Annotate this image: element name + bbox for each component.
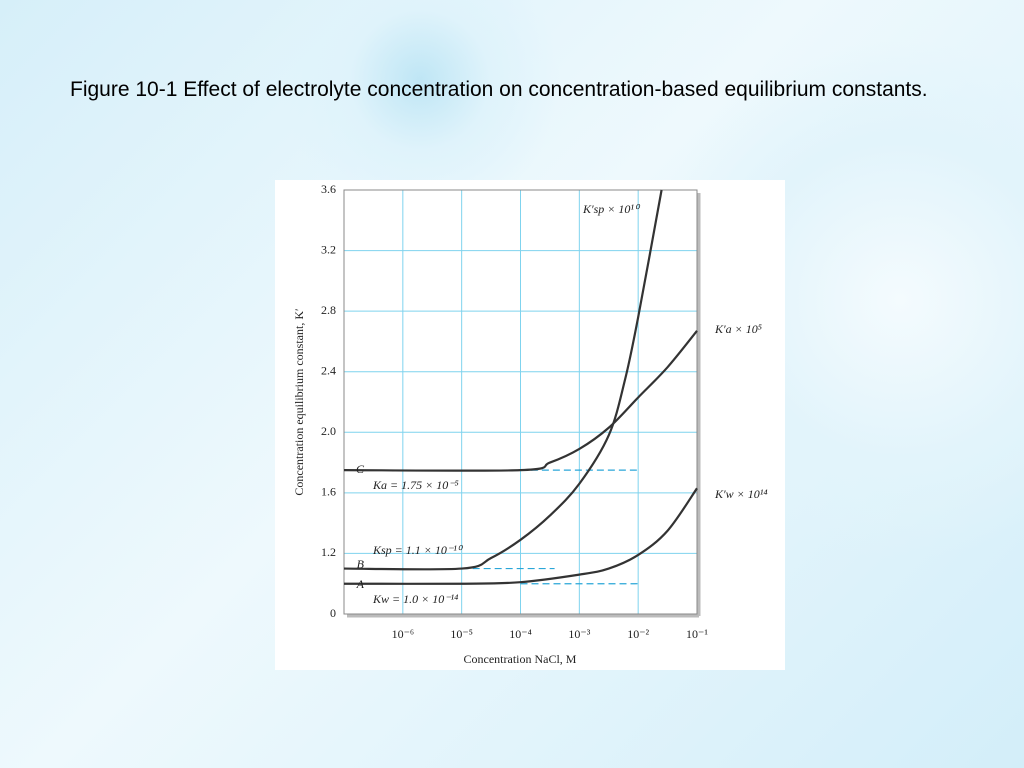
curve-letter: A (356, 577, 365, 591)
y-tick-label: 2.4 (321, 363, 336, 377)
line-series (343, 487, 698, 585)
plot-frame (343, 189, 698, 615)
line-series (343, 330, 698, 472)
series-label: K′w × 10¹⁴ (714, 487, 768, 501)
figure-background (275, 180, 785, 670)
x-tick-label: 10⁻⁶ (392, 627, 415, 641)
limit-label: Kw = 1.0 × 10⁻¹⁴ (372, 592, 458, 606)
x-tick-label: 10⁻⁴ (509, 627, 532, 641)
x-tick-label: 10⁻² (627, 627, 649, 641)
series-label: K′sp × 10¹⁰ (582, 202, 641, 216)
x-tick-label: 10⁻³ (568, 627, 590, 641)
x-axis-label: Concentration NaCl, M (464, 652, 577, 666)
slide-title: Figure 10-1 Effect of electrolyte concen… (70, 78, 928, 101)
line-series (343, 189, 663, 571)
y-tick-label: 0 (330, 606, 336, 620)
series-label: K′a × 10⁵ (714, 322, 762, 336)
y-axis-label: Concentration equilibrium constant, K′ (292, 308, 306, 496)
y-tick-label: 2.0 (321, 424, 336, 438)
y-tick-label: 3.2 (321, 242, 336, 256)
y-tick-label: 2.8 (321, 303, 336, 317)
x-tick-label: 10⁻⁵ (450, 627, 473, 641)
limit-label: Ksp = 1.1 × 10⁻¹⁰ (372, 543, 464, 557)
curve-letter: B (357, 557, 365, 571)
limit-label: Ka = 1.75 × 10⁻⁵ (372, 478, 459, 492)
y-tick-label: 3.6 (321, 182, 336, 196)
y-tick-label: 1.2 (321, 545, 336, 559)
y-tick-label: 1.6 (321, 485, 336, 499)
curve-letter: C (356, 462, 365, 476)
x-tick-label: 10⁻¹ (686, 627, 708, 641)
